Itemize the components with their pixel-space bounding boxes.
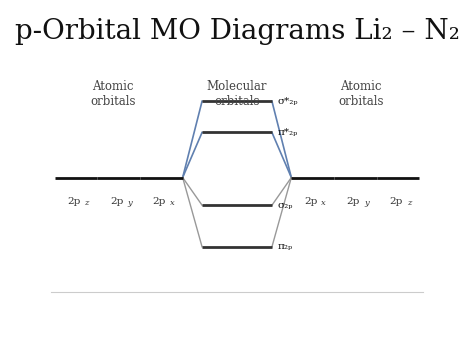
Text: z: z (407, 200, 411, 207)
Text: 2p: 2p (110, 197, 123, 206)
Text: σ*₂ₚ: σ*₂ₚ (278, 97, 298, 106)
Text: 2p: 2p (153, 197, 166, 206)
Text: y: y (364, 200, 369, 207)
Text: z: z (84, 200, 89, 207)
Text: σ₂ₚ: σ₂ₚ (278, 201, 293, 210)
Text: 2p: 2p (67, 197, 81, 206)
Text: x: x (170, 200, 174, 207)
Text: y: y (127, 200, 132, 207)
Text: π*₂ₚ: π*₂ₚ (278, 128, 298, 137)
Text: x: x (321, 200, 326, 207)
Text: 2p: 2p (304, 197, 318, 206)
Text: Atomic
orbitals: Atomic orbitals (90, 81, 136, 108)
Text: p-Orbital MO Diagrams Li₂ – N₂: p-Orbital MO Diagrams Li₂ – N₂ (15, 18, 459, 45)
Text: 2p: 2p (390, 197, 403, 206)
Text: Atomic
orbitals: Atomic orbitals (338, 81, 384, 108)
Text: 2p: 2p (347, 197, 360, 206)
Text: Molecular
orbitals: Molecular orbitals (207, 81, 267, 108)
Text: π₂ₚ: π₂ₚ (278, 242, 293, 251)
